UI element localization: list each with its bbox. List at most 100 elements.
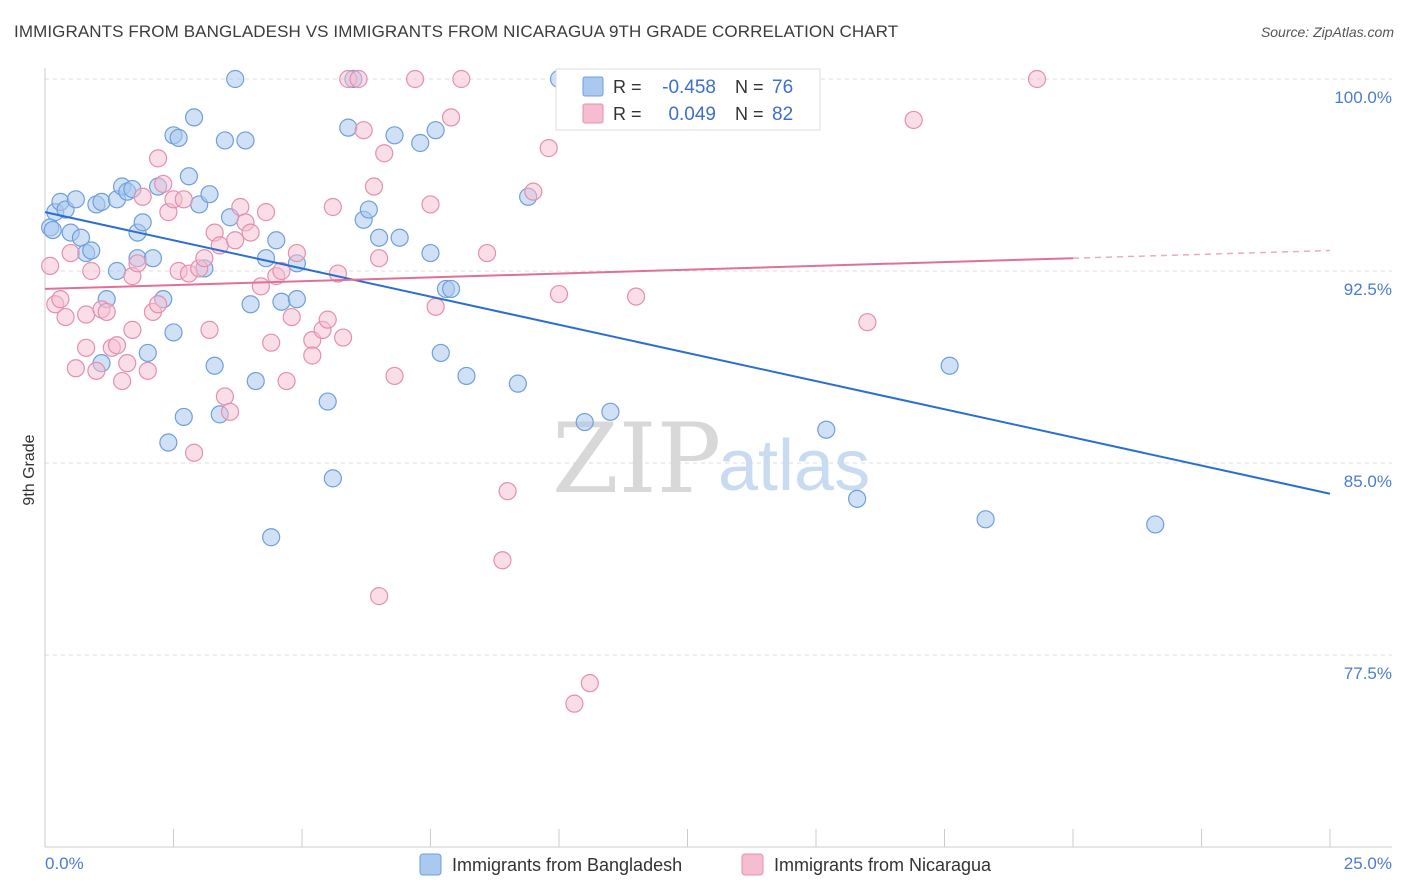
bangladesh-point — [43, 220, 62, 240]
nicaragua-point — [282, 307, 301, 327]
bangladesh-point — [246, 371, 265, 391]
legend-r-label-1: R = — [613, 77, 642, 97]
bangladesh-point — [200, 185, 219, 204]
nicaragua-point — [318, 310, 337, 329]
y-tick-label-3: 77.5% — [1344, 664, 1392, 683]
bangladesh-point — [82, 241, 101, 260]
nicaragua-point — [493, 551, 512, 570]
source-label: Source: ZipAtlas.com — [1260, 24, 1394, 40]
legend-swatch-bangladesh — [582, 76, 604, 97]
bangladesh-trend-line — [44, 211, 1331, 495]
nicaragua-point — [498, 482, 517, 501]
bangladesh-point — [164, 323, 183, 342]
nicaragua-point — [375, 144, 394, 163]
nicaragua-points — [41, 69, 1047, 713]
bangladesh-point — [66, 190, 85, 209]
nicaragua-point — [138, 361, 157, 380]
nicaragua-point — [272, 261, 291, 281]
x-tick-labels: 0.0% 25.0% — [45, 854, 1392, 873]
nicaragua-point — [128, 254, 147, 273]
nicaragua-point — [277, 371, 296, 391]
legend-n-label-1: N = — [735, 77, 764, 97]
bangladesh-point — [107, 261, 127, 281]
chart-title: IMMIGRANTS FROM BANGLADESH VS IMMIGRANTS… — [14, 22, 899, 41]
bangladesh-point — [385, 126, 404, 145]
y-tick-labels: 100.0% 92.5% 85.0% 77.5% — [1334, 88, 1392, 683]
bangladesh-point — [976, 510, 995, 529]
nicaragua-point — [61, 243, 80, 263]
nicaragua-point — [303, 346, 322, 365]
nicaragua-point — [226, 231, 245, 250]
bangladesh-point — [848, 489, 867, 508]
nicaragua-point — [241, 223, 260, 242]
nicaragua-point — [77, 338, 96, 357]
nicaragua-point — [123, 320, 142, 339]
nicaragua-point — [452, 69, 471, 89]
nicaragua-point — [77, 305, 96, 324]
bangladesh-point — [508, 374, 527, 393]
legend-r-value-nicaragua: 0.049 — [668, 104, 716, 125]
bangladesh-point — [92, 192, 111, 211]
nicaragua-point — [580, 674, 599, 693]
bangladesh-point — [441, 279, 461, 299]
legend-n-value-nicaragua: 82 — [772, 104, 793, 125]
bangladesh-point — [421, 243, 440, 263]
bangladesh-point — [390, 228, 409, 247]
bangladesh-point — [184, 108, 204, 127]
nicaragua-point — [370, 249, 389, 268]
nicaragua-point — [220, 402, 240, 421]
nicaragua-point — [405, 69, 425, 89]
x-tick-label-1: 25.0% — [1344, 854, 1392, 873]
nicaragua-point — [118, 354, 137, 373]
legend-swatch-nicaragua — [582, 103, 604, 124]
bangladesh-point — [287, 290, 306, 309]
y-axis-label: 9th Grade — [21, 434, 38, 505]
nicaragua-point — [524, 182, 543, 201]
bangladesh-point — [138, 343, 157, 363]
nicaragua-point — [195, 249, 214, 268]
bottom-legend-swatch-nicaragua — [741, 853, 764, 876]
nicaragua-trend-extension — [1072, 249, 1331, 259]
axes — [44, 68, 1392, 848]
nicaragua-point — [354, 121, 373, 140]
bangladesh-point — [226, 69, 245, 89]
bangladesh-point — [431, 343, 450, 363]
nicaragua-point — [56, 307, 75, 327]
bangladesh-point — [236, 131, 255, 150]
bottom-legend-label-bangladesh: Immigrants from Bangladesh — [452, 855, 682, 875]
nicaragua-point — [200, 320, 219, 339]
bangladesh-point — [174, 407, 193, 427]
watermark-atlas: atlas — [718, 426, 870, 506]
bangladesh-point — [169, 128, 188, 147]
nicaragua-point — [1027, 69, 1047, 89]
nicaragua-point — [87, 361, 106, 380]
gridlines — [45, 78, 1392, 656]
y-tick-label-0: 100.0% — [1334, 88, 1392, 107]
nicaragua-trend-line — [44, 257, 1074, 290]
nicaragua-point — [441, 108, 461, 127]
bangladesh-point — [411, 133, 430, 153]
nicaragua-point — [549, 284, 569, 304]
bangladesh-point — [601, 402, 620, 421]
legend-r-value-bangladesh: -0.458 — [662, 77, 716, 98]
bangladesh-point — [370, 228, 389, 247]
nicaragua-point — [251, 277, 270, 296]
nicaragua-point — [426, 297, 445, 316]
bottom-legend-swatch-bangladesh — [419, 853, 442, 876]
bangladesh-point — [205, 356, 224, 375]
nicaragua-point — [349, 69, 368, 89]
bangladesh-point — [159, 433, 178, 452]
nicaragua-point — [133, 187, 152, 206]
bangladesh-point — [426, 121, 445, 140]
nicaragua-point — [421, 195, 440, 214]
nicaragua-point — [107, 336, 127, 355]
nicaragua-point — [565, 694, 584, 713]
bangladesh-point — [262, 528, 281, 547]
nicaragua-point — [148, 295, 168, 314]
legend-r-label-2: R = — [613, 104, 642, 124]
bangladesh-point — [575, 412, 594, 432]
nicaragua-point — [626, 287, 646, 306]
nicaragua-point — [370, 587, 389, 606]
bangladesh-point — [339, 118, 358, 137]
